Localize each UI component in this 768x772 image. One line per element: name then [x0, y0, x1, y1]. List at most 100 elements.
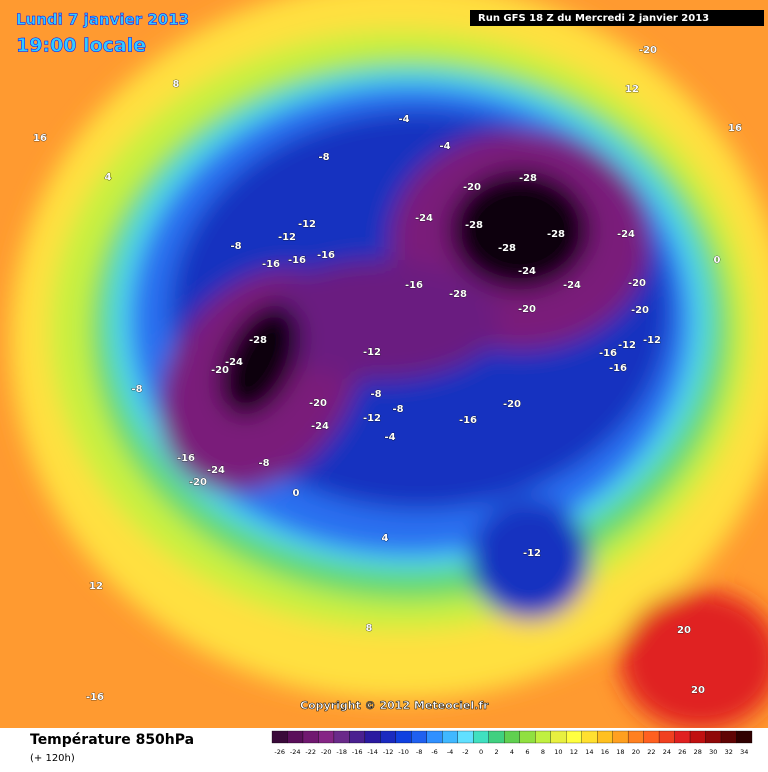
contour-label: -16: [262, 259, 280, 270]
contour-label: 12: [89, 581, 103, 592]
scale-swatch: [271, 730, 288, 744]
scale-swatch: [349, 730, 366, 744]
scale-tick-label: -26: [274, 748, 285, 756]
contour-label: -12: [363, 347, 381, 358]
contour-label: -24: [563, 280, 581, 291]
contour-label: -16: [599, 348, 617, 359]
scale-swatch: [287, 730, 304, 744]
contour-label: -20: [189, 477, 207, 488]
scale-swatch: [364, 730, 381, 744]
contour-label: 20: [677, 625, 691, 636]
scale-swatch: [566, 730, 582, 744]
scale-tick-label: 26: [678, 748, 686, 756]
scale-swatch: [395, 730, 412, 744]
contour-label: -16: [609, 363, 627, 374]
scale-tick-label: 4: [510, 748, 514, 756]
contour-label: -16: [177, 453, 195, 464]
contour-label: -4: [384, 432, 395, 443]
scale-tick-label: 18: [616, 748, 624, 756]
contour-label: 16: [728, 123, 742, 134]
scale-tick-label: 10: [554, 748, 562, 756]
run-label: Run GFS 18 Z du Mercredi 2 janvier 2013: [478, 13, 709, 24]
contour-label: -4: [439, 141, 450, 152]
scale-tick-label: 32: [725, 748, 733, 756]
contour-label: -24: [311, 421, 329, 432]
contour-label: -28: [249, 335, 267, 346]
scale-tick-label: 8: [541, 748, 545, 756]
scale-swatch: [643, 730, 660, 744]
contour-label: -20: [211, 365, 229, 376]
scale-swatch: [674, 730, 691, 744]
scale-swatch: [411, 730, 427, 744]
contour-label: 20: [691, 685, 705, 696]
scale-tick-label: 22: [647, 748, 655, 756]
contour-label: 12: [625, 84, 639, 95]
contour-label: -16: [317, 250, 335, 261]
color-scale: -26 -24 -22 -20 -18 -16 -14 -12 -10 -8 -6 -4 -2 0 2 4 6 8…: [271, 730, 753, 756]
scale-tick-label: 2: [494, 748, 498, 756]
contour-label: -28: [547, 229, 565, 240]
scale-tick-label: -24: [290, 748, 301, 756]
contour-label: -16: [288, 255, 306, 266]
contour-label: -20: [631, 305, 649, 316]
scale-swatch: [612, 730, 629, 744]
scale-swatch: [333, 730, 350, 744]
contour-label: -20: [309, 398, 327, 409]
scale-tick-label: 14: [585, 748, 593, 756]
scale-swatch: [705, 730, 722, 744]
scale-swatch: [736, 730, 753, 744]
contour-label: 8: [173, 79, 180, 90]
scale-tick-label: -6: [431, 748, 437, 756]
contour-label: -12: [643, 335, 661, 346]
contour-label: -28: [465, 220, 483, 231]
contour-label: -24: [415, 213, 433, 224]
contour-label: 4: [105, 172, 112, 183]
contour-label: -24: [207, 465, 225, 476]
scale-swatch: [627, 730, 644, 744]
scale-tick-label: 6: [525, 748, 529, 756]
contour-label: -20: [639, 45, 657, 56]
contour-label: -12: [618, 340, 636, 351]
scale-swatch: [380, 730, 397, 744]
contour-label: -16: [86, 692, 104, 703]
contour-label: 4: [382, 533, 389, 544]
scale-tick-label: 16: [601, 748, 609, 756]
contour-label: 16: [33, 133, 47, 144]
contour-label: -28: [449, 289, 467, 300]
contour-label: -8: [131, 384, 142, 395]
scale-swatch: [597, 730, 613, 744]
contour-label: -12: [298, 219, 316, 230]
contour-label: -20: [503, 399, 521, 410]
date-label: Lundi 7 janvier 2013: [16, 11, 189, 29]
scale-tick-label: 28: [694, 748, 702, 756]
contour-label: 0: [293, 488, 300, 499]
scale-tick-label: 30: [709, 748, 717, 756]
footer-lead: (+ 120h): [30, 753, 75, 764]
contour-labels: -28-24-20-28-20-24-28-28-28 -24-24-24-28-…: [33, 45, 743, 704]
scale-swatch: [457, 730, 474, 744]
copyright: Copyright © 2012 Meteociel.fr: [300, 699, 489, 712]
scale-tick-label: -4: [447, 748, 453, 756]
contour-label: -16: [405, 280, 423, 291]
scale-tick-label: -10: [398, 748, 409, 756]
scale-swatch: [318, 730, 335, 744]
scale-swatch: [473, 730, 489, 744]
scale-swatch: [302, 730, 319, 744]
scale-swatch: [581, 730, 598, 744]
contour-label: -12: [523, 548, 541, 559]
contour-label: -28: [519, 173, 537, 184]
time-label: 19:00 locale: [16, 35, 146, 57]
scale-swatch: [535, 730, 551, 744]
scale-swatch: [658, 730, 675, 744]
scale-swatch: [519, 730, 536, 744]
contour-label: -12: [278, 232, 296, 243]
scale-swatch: [504, 730, 520, 744]
scale-swatch: [550, 730, 567, 744]
scale-swatch: [442, 730, 458, 744]
scale-tick-label: -22: [305, 748, 316, 756]
scale-tick-label: -2: [462, 748, 468, 756]
scale-tick-label: 0: [479, 748, 483, 756]
contour-label: -28: [498, 243, 516, 254]
contour-label: -8: [230, 241, 241, 252]
